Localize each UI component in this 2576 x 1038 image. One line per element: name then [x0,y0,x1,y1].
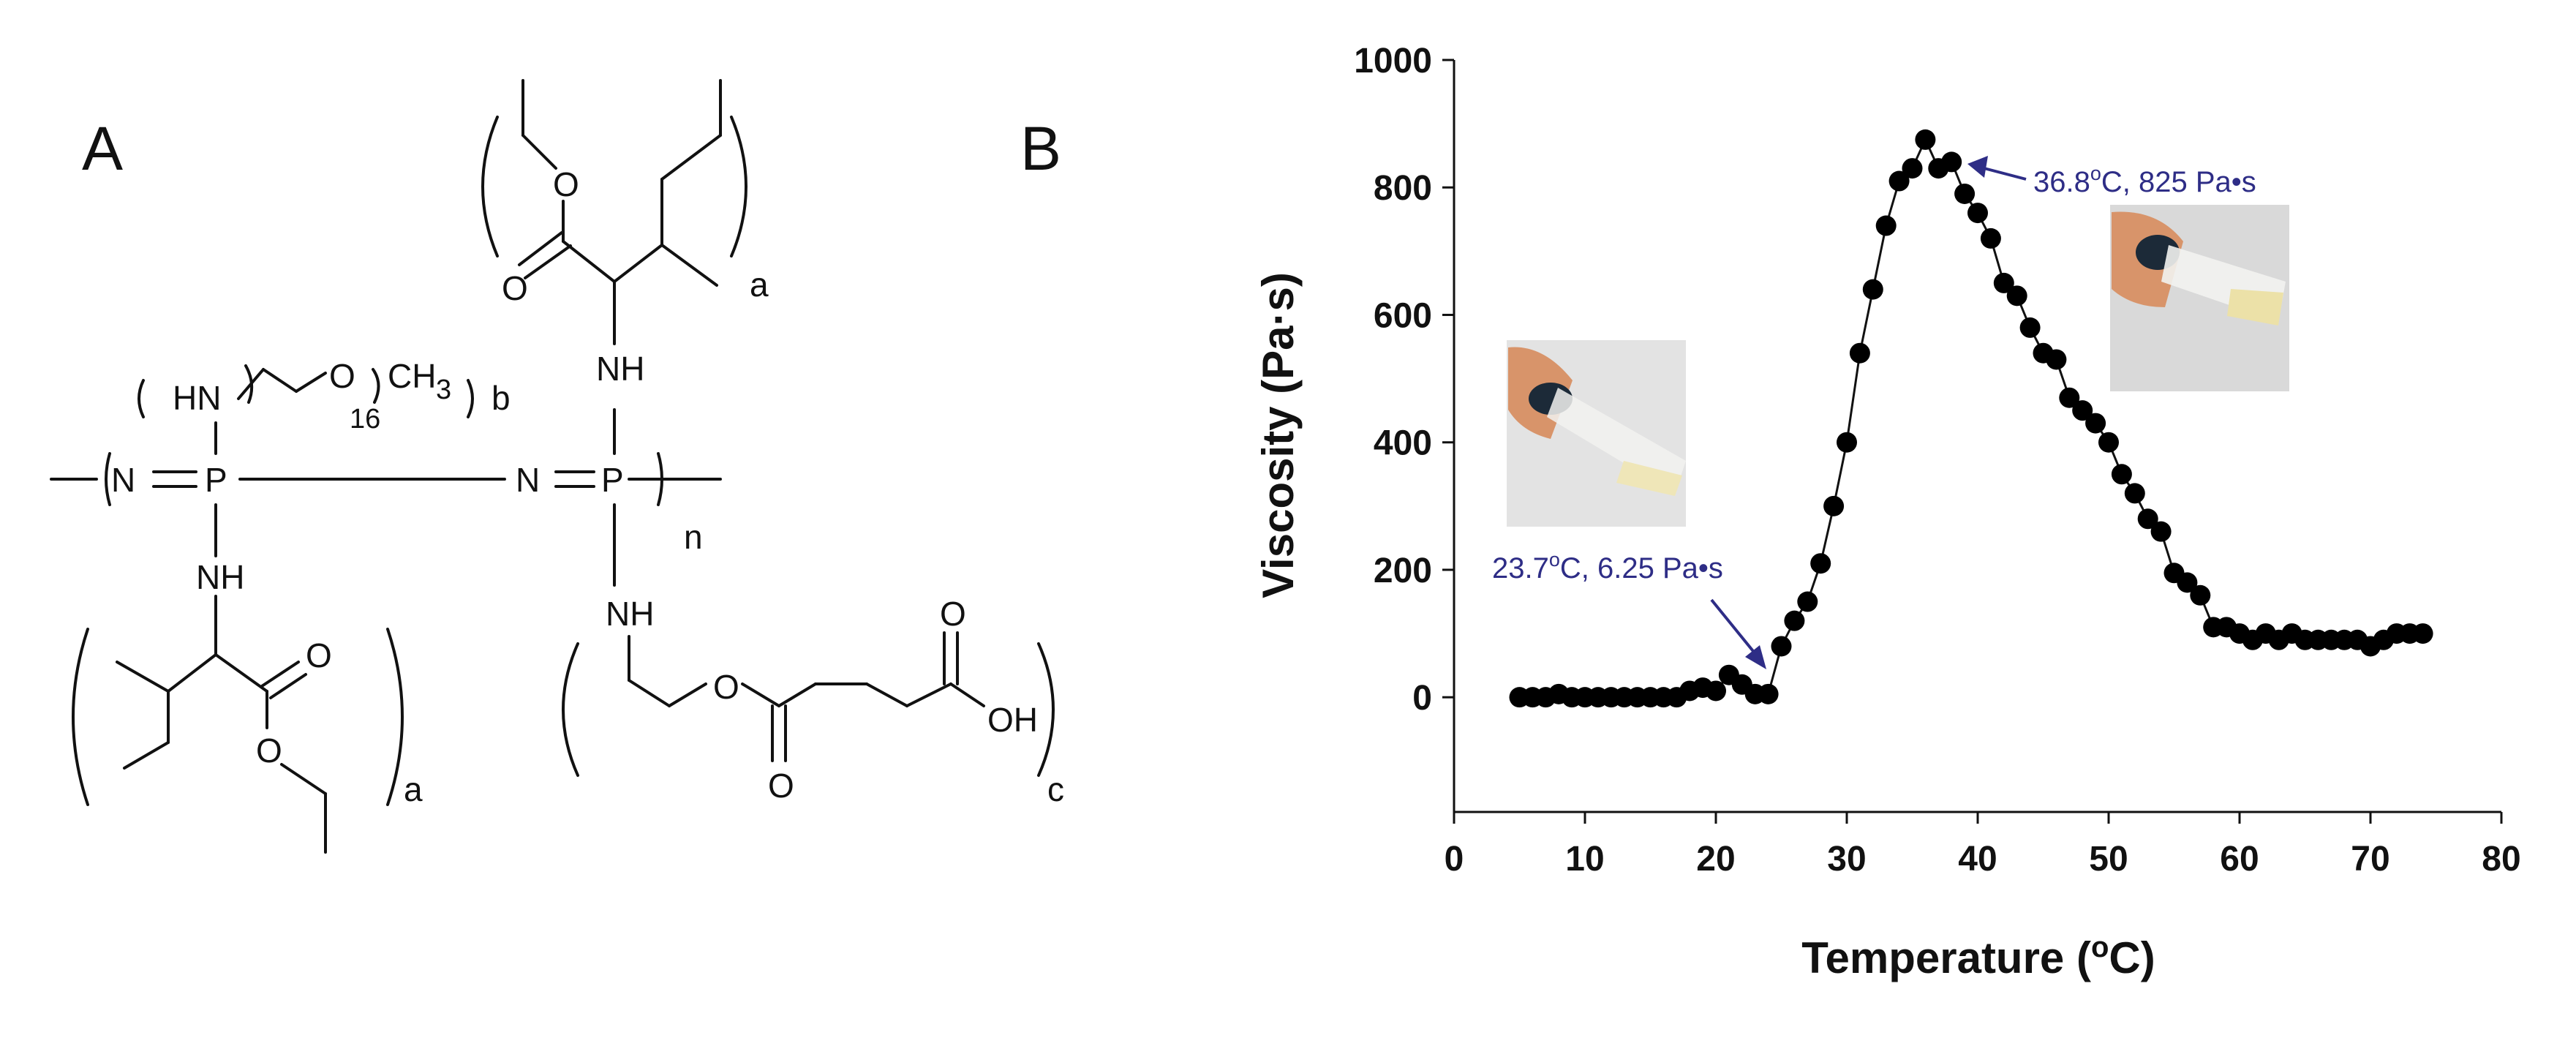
x-tick-label: 0 [1445,840,1464,879]
annotation-text-gel: 36.8oC, 825 Pa•s [2033,162,2256,198]
atom-nh-top-right: NH [596,350,644,388]
data-point [1862,279,1883,300]
atom-ch3-sub: 3 [436,375,451,405]
data-point [1954,183,1976,204]
x-axis-title: Temperature (oC) [1801,931,2155,982]
subscript-c: c [1047,770,1064,808]
data-point [1941,151,1962,173]
annotation-sol: 23.7oC, 6.25 Pa•s [1492,549,1766,669]
atom-o-br-ester: O [713,668,739,706]
data-point [1967,203,1988,224]
inset-photo-gel [2110,205,2289,391]
x-tick-label: 80 [2482,840,2520,879]
data-point [1849,342,1870,364]
x-tick-label: 20 [1696,840,1735,879]
annotation-gel: 36.8oC, 825 Pa•s [1967,156,2256,198]
data-point [2098,432,2119,453]
annotation-arrowhead-sol [1745,645,1766,669]
data-point [1758,683,1779,704]
subscript-a-bottom: a [404,770,423,808]
atom-n-right: N [516,461,540,499]
data-point [2150,521,2172,542]
data-point [2046,349,2067,370]
atom-nh-bottom-left: NH [196,558,244,596]
annotation-text-sol: 23.7oC, 6.25 Pa•s [1492,549,1723,584]
atom-p-left: P [205,461,227,499]
ile-ester-bottom [72,595,404,854]
y-tick-label: 0 [1412,679,1432,718]
x-ticks: 0 10 20 30 40 50 60 70 80 [1445,812,2521,879]
x-tick-label: 50 [2089,840,2128,879]
subscript-b: b [492,379,511,417]
y-tick-label: 400 [1374,424,1432,463]
y-ticks: 0 200 400 600 800 1000 [1354,42,1454,718]
subscript-a-top: a [750,266,769,304]
data-point [2190,584,2211,606]
data-point [2006,285,2027,306]
panel-b-label: B [1020,114,1061,183]
data-point [2111,464,2132,485]
data-point [1888,170,1910,192]
panel-a-label: A [82,114,123,183]
x-tick-label: 70 [2351,840,2389,879]
inset-photo-sol [1507,340,1686,527]
data-point [1837,432,1857,453]
viscosity-chart: 0 10 20 30 40 50 60 70 80 0 200 400 600 800 1000 23.7… [1254,42,2521,982]
data-point [1993,272,2014,293]
atom-o-top-carbonyl: O [502,269,528,307]
atom-ch3: CH [388,357,436,395]
y-axis-title: Viscosity (Pa·s) [1254,272,1303,598]
x-tick-label: 30 [1827,840,1866,879]
atom-p-right: P [601,461,624,499]
subscript-n: n [684,518,703,556]
atom-o-br-carbonyl2: O [940,595,966,633]
atom-oh: OH [987,701,1038,739]
x-tick-label: 60 [2220,840,2259,879]
atom-nh-bottom-right: NH [606,595,654,633]
panel-a-structure: A N P N P n [50,79,1064,854]
data-point [1771,636,1792,657]
succinyl-side-group [562,631,1055,777]
atom-nh-peg: HN [173,379,221,417]
data-point [2072,400,2093,421]
data-point [2085,413,2106,434]
data-point [2137,508,2158,530]
atom-o-br-carbonyl1: O [768,767,794,805]
data-point [2124,483,2145,504]
data-point [1706,680,1726,702]
data-point [1980,227,2001,249]
data-point [1810,553,1831,574]
data-point [2059,387,2080,408]
data-point [1784,610,1805,631]
data-point [1875,215,1897,236]
series-points-viscosity [1509,129,2433,708]
data-point [2019,317,2041,338]
y-tick-label: 600 [1374,296,1432,335]
peg-repeat-count: 16 [350,404,380,435]
y-tick-label: 1000 [1354,42,1432,80]
y-tick-label: 800 [1374,169,1432,208]
data-point [2177,572,2198,593]
atom-n-left: N [111,461,135,499]
atom-o-peg: O [329,357,355,395]
y-tick-label: 200 [1374,552,1432,590]
atom-o-bl-ester: O [256,732,282,770]
annotation-arrow-gel [1978,165,2027,181]
annotation-arrowhead-gel [1967,156,1988,178]
peg-side-group [138,364,474,418]
atom-o-bl-carbonyl: O [306,636,332,674]
data-point [1797,591,1818,612]
data-point [1902,158,1923,179]
data-point [2412,623,2433,644]
data-point [1823,495,1845,516]
backbone [50,408,722,587]
atom-o-top-ester: O [553,165,579,203]
ile-ester-top [481,79,747,345]
x-tick-label: 10 [1565,840,1604,879]
data-point [1915,129,1936,150]
x-tick-label: 40 [1958,840,1997,879]
annotation-arrow-sol [1710,598,1760,660]
